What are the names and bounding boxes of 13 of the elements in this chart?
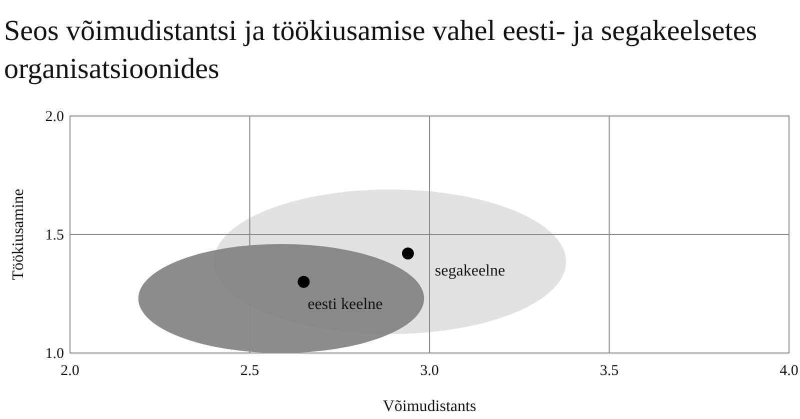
y-axis-title: Töökiusamine	[10, 188, 27, 280]
x-tick-label: 3.5	[600, 363, 619, 379]
series-label: segakeelne	[434, 262, 506, 280]
chart-title: Seos võimudistantsi ja töökiusamise vahel eesti- ja segakeelsetes organisatsioonides	[4, 15, 758, 85]
x-axis-title: Võimudistants	[382, 398, 476, 415]
y-tick-label: 2.0	[45, 109, 64, 125]
x-tick-label: 4.0	[780, 363, 798, 379]
x-tick-label: 2.5	[240, 363, 260, 379]
series-label: eesti keelne	[308, 296, 383, 313]
y-tick-label: 1.5	[45, 228, 64, 244]
x-tick-label: 2.0	[60, 363, 80, 379]
y-tick-label: 1.0	[45, 346, 64, 362]
x-tick-label: 3.0	[420, 363, 439, 379]
